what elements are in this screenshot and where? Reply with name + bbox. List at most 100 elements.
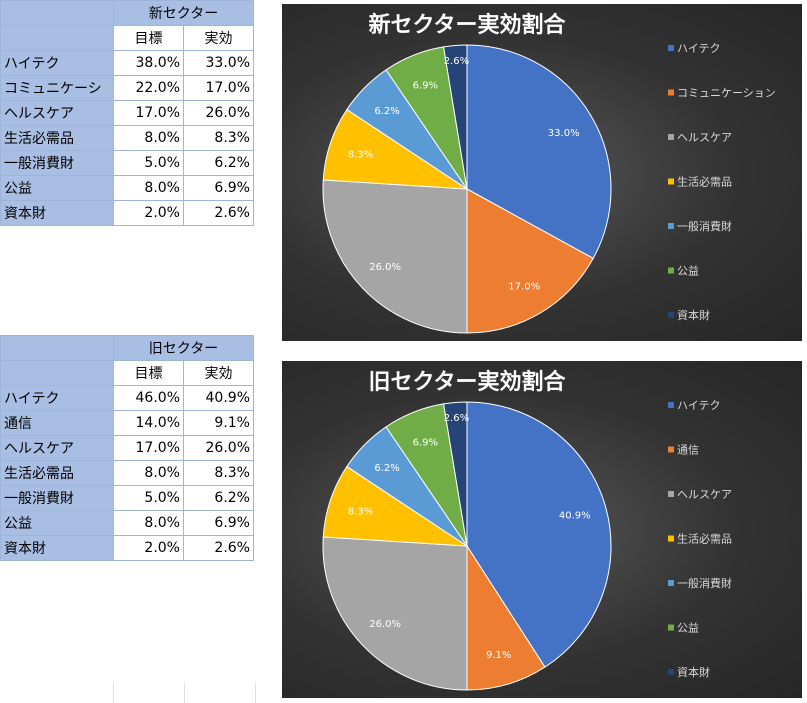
pie-slice <box>443 44 468 190</box>
column-header-actual[interactable]: 実効 <box>183 25 254 51</box>
row-label-cell[interactable]: 資本財 <box>0 535 114 561</box>
row-label-cell[interactable]: 公益 <box>0 510 114 536</box>
pie-chart-svg: 新セクター実効割合 33.0% 17.0% 26.0% 8.3% 6.2% 6.9% 2.6%… <box>322 12 776 334</box>
corner-cell[interactable] <box>0 0 114 26</box>
actual-value-cell[interactable]: 8.3% <box>183 460 254 486</box>
row-label-cell[interactable]: 生活必需品 <box>0 125 114 151</box>
table-title-cell[interactable]: 新セクター <box>113 0 254 26</box>
data-label: 6.2% <box>374 463 399 474</box>
legend-label: コミュニケーション <box>677 87 776 100</box>
row-label-cell[interactable]: 一般消費財 <box>0 485 114 511</box>
actual-value-cell[interactable]: 17.0% <box>183 75 254 101</box>
target-value-cell[interactable]: 14.0% <box>113 410 184 436</box>
data-label: 6.9% <box>413 438 438 449</box>
legend-swatch <box>668 535 674 542</box>
column-header-target[interactable]: 目標 <box>113 25 184 51</box>
target-value-cell[interactable]: 2.0% <box>113 200 184 226</box>
row-label-cell[interactable]: 資本財 <box>0 200 114 226</box>
row-label-cell[interactable]: ハイテク <box>0 385 114 411</box>
actual-value-cell[interactable]: 6.2% <box>183 150 254 176</box>
pie-slice <box>322 179 468 334</box>
table-row: 公益 8.0% 6.9% <box>0 510 254 536</box>
table-row: ハイテク 38.0% 33.0% <box>0 50 254 76</box>
table-row: 生活必需品 8.0% 8.3% <box>0 125 254 151</box>
data-label: 40.9% <box>559 510 591 521</box>
table-subheader-row: 目標 実効 <box>0 360 254 386</box>
grid-line <box>184 683 185 703</box>
pie-slice <box>466 188 594 334</box>
new-sector-pie-chart[interactable]: 新セクター実効割合 33.0% 17.0% 26.0% 8.3% 6.2% 6.9% 2.6%… <box>282 4 802 341</box>
actual-value-cell[interactable]: 9.1% <box>183 410 254 436</box>
column-header-actual[interactable]: 実効 <box>183 360 254 386</box>
table-title-cell[interactable]: 旧セクター <box>113 335 254 361</box>
target-value-cell[interactable]: 2.0% <box>113 535 184 561</box>
target-value-cell[interactable]: 17.0% <box>113 435 184 461</box>
target-value-cell[interactable]: 8.0% <box>113 510 184 536</box>
grid-line <box>255 683 256 703</box>
data-label: 2.6% <box>444 56 469 67</box>
table-row: ヘルスケア 17.0% 26.0% <box>0 100 254 126</box>
target-value-cell[interactable]: 46.0% <box>113 385 184 411</box>
target-value-cell[interactable]: 8.0% <box>113 175 184 201</box>
target-value-cell[interactable]: 8.0% <box>113 125 184 151</box>
table-body: ハイテク 38.0% 33.0% コミュニケーシ 22.0% 17.0% ヘルスケア 17.0… <box>0 50 254 226</box>
target-value-cell[interactable]: 5.0% <box>113 485 184 511</box>
legend-swatch <box>668 223 674 229</box>
actual-value-cell[interactable]: 2.6% <box>183 535 254 561</box>
data-label: 26.0% <box>369 619 401 630</box>
target-value-cell[interactable]: 5.0% <box>113 150 184 176</box>
legend-label: ハイテク <box>677 399 721 412</box>
data-label: 26.0% <box>369 262 401 273</box>
legend-swatch <box>668 491 674 497</box>
actual-value-cell[interactable]: 26.0% <box>183 435 254 461</box>
legend-label: ヘルスケア <box>677 488 732 501</box>
pie-slice <box>466 401 612 668</box>
actual-value-cell[interactable]: 6.2% <box>183 485 254 511</box>
target-value-cell[interactable]: 38.0% <box>113 50 184 76</box>
actual-value-cell[interactable]: 26.0% <box>183 100 254 126</box>
actual-value-cell[interactable]: 8.3% <box>183 125 254 151</box>
table-row: 通信 14.0% 9.1% <box>0 410 254 436</box>
legend-label: ヘルスケア <box>677 131 732 144</box>
target-value-cell[interactable]: 8.0% <box>113 460 184 486</box>
table-row: コミュニケーシ 22.0% 17.0% <box>0 75 254 101</box>
data-label: 6.9% <box>413 81 438 92</box>
actual-value-cell[interactable]: 33.0% <box>183 50 254 76</box>
row-label-cell[interactable]: 公益 <box>0 175 114 201</box>
corner-cell[interactable] <box>0 360 114 386</box>
actual-value-cell[interactable]: 40.9% <box>183 385 254 411</box>
table-subheader-row: 目標 実効 <box>0 25 254 51</box>
table-row: 公益 8.0% 6.9% <box>0 175 254 201</box>
table-row: ヘルスケア 17.0% 26.0% <box>0 435 254 461</box>
actual-value-cell[interactable]: 6.9% <box>183 510 254 536</box>
actual-value-cell[interactable]: 6.9% <box>183 175 254 201</box>
table-body: ハイテク 46.0% 40.9% 通信 14.0% 9.1% ヘルスケア 17.0% 26.0%… <box>0 385 254 561</box>
pie-slice <box>466 544 546 691</box>
table-row: ハイテク 46.0% 40.9% <box>0 385 254 411</box>
legend-label: 一般消費財 <box>677 576 732 590</box>
legend-label: 資本財 <box>677 308 710 322</box>
row-label-cell[interactable]: 一般消費財 <box>0 150 114 176</box>
row-label-cell[interactable]: 生活必需品 <box>0 460 114 486</box>
actual-value-cell[interactable]: 2.6% <box>183 200 254 226</box>
legend-swatch <box>668 178 674 185</box>
table-row: 資本財 2.0% 2.6% <box>0 535 254 561</box>
row-label-cell[interactable]: コミュニケーシ <box>0 75 114 101</box>
target-value-cell[interactable]: 22.0% <box>113 75 184 101</box>
row-label-cell[interactable]: 通信 <box>0 410 114 436</box>
data-label: 33.0% <box>548 128 580 139</box>
target-value-cell[interactable]: 17.0% <box>113 100 184 126</box>
legend-label: 公益 <box>677 621 699 635</box>
data-label: 8.3% <box>348 506 373 517</box>
pie-slice <box>466 44 612 260</box>
column-header-target[interactable]: 目標 <box>113 360 184 386</box>
row-label-cell[interactable]: ヘルスケア <box>0 435 114 461</box>
old-sector-pie-chart[interactable]: 旧セクター実効割合 40.9% 9.1% 26.0% 8.3% 6.2% 6.9% 2.6% ハ… <box>282 361 802 698</box>
row-label-cell[interactable]: ハイテク <box>0 50 114 76</box>
legend-label: 一般消費財 <box>677 219 732 233</box>
pie-slice <box>443 401 468 547</box>
corner-cell[interactable] <box>0 335 114 361</box>
table-row: 一般消費財 5.0% 6.2% <box>0 150 254 176</box>
row-label-cell[interactable]: ヘルスケア <box>0 100 114 126</box>
corner-cell[interactable] <box>0 25 114 51</box>
